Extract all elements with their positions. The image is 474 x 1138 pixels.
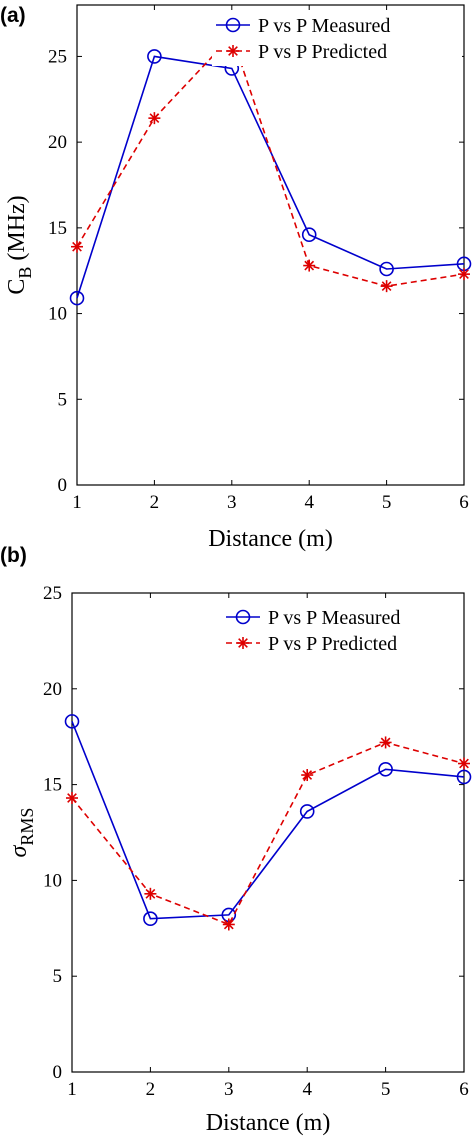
data-point [379, 736, 392, 749]
x-tick-label: 5 [381, 1079, 391, 1100]
series-predicted [66, 736, 470, 931]
series-line [71, 721, 465, 920]
series-line [76, 34, 465, 287]
y-tick-label: 5 [53, 966, 63, 987]
data-point [301, 227, 317, 243]
y-tick-label: 25 [48, 46, 67, 67]
plot-frame [71, 592, 465, 1073]
legend-entry-label: P vs P Measured [268, 607, 400, 629]
data-point [379, 261, 394, 277]
y-axis-label-main: σ [6, 844, 32, 857]
data-point [303, 259, 316, 272]
legend-entry-label: P vs P Measured [258, 15, 390, 37]
y-tick-label: 0 [58, 475, 68, 496]
x-tick-label: 2 [150, 492, 160, 513]
panel-label: (b) [0, 544, 27, 567]
legend: P vs P Measured P vs P Predicted [212, 10, 462, 66]
x-tick-label: 2 [146, 1079, 156, 1100]
y-axis-label-main: C [4, 279, 30, 295]
x-tick-label: 5 [382, 492, 392, 513]
y-axis-label-sub: RMS [17, 808, 37, 846]
x-tick-label: 4 [302, 1079, 312, 1100]
panel-label: (a) [0, 4, 26, 27]
y-tick-label: 0 [53, 1062, 63, 1083]
y-tick-label: 25 [43, 583, 62, 604]
legend-entry-label: P vs P Predicted [268, 633, 397, 655]
legend-box [222, 602, 460, 658]
y-tick-label: 20 [43, 679, 62, 700]
data-point [69, 290, 85, 306]
data-point [378, 761, 393, 777]
data-point [144, 887, 157, 900]
x-tick-label: 1 [72, 492, 82, 513]
y-axis-label: CB (MHz) [4, 195, 35, 294]
y-tick-label: 15 [48, 218, 67, 239]
data-point [148, 112, 161, 125]
data-point [301, 769, 314, 782]
y-tick-label: 10 [48, 304, 67, 325]
data-point [458, 757, 470, 770]
y-axis-label: σRMS [6, 808, 37, 858]
data-point [458, 268, 470, 281]
data-point [71, 240, 83, 253]
data-point [64, 714, 80, 729]
y-axis-label-unit: (MHz) [4, 195, 30, 266]
plot-frame [76, 4, 465, 486]
data-point [147, 49, 162, 64]
x-tick-label: 3 [227, 492, 237, 513]
data-point [66, 792, 78, 805]
x-tick-label: 3 [224, 1079, 234, 1100]
chart-panel-a: (a) 1 2 3 4 5 6 0 5 10 15 20 25 Distance (m) CB (MHz) P… [0, 4, 472, 552]
data-point [143, 911, 158, 927]
x-tick-label: 1 [67, 1079, 77, 1100]
series-line [76, 55, 465, 299]
data-point [222, 918, 235, 931]
legend-marker [227, 45, 239, 57]
series-measured [69, 49, 472, 306]
legend-marker [235, 609, 251, 625]
x-tick-label: 4 [304, 492, 314, 513]
series-measured [64, 714, 472, 927]
data-point [456, 769, 472, 785]
data-point [299, 804, 315, 819]
x-axis-label: Distance (m) [208, 526, 333, 552]
legend-marker [225, 17, 241, 33]
y-axis-label-sub: B [15, 267, 35, 279]
x-tick-label: 6 [459, 492, 469, 513]
legend-entry-label: P vs P Predicted [258, 41, 387, 63]
legend-box [212, 10, 462, 66]
data-point [380, 280, 393, 293]
series-predicted [71, 29, 470, 293]
chart-panel-b: (b) 1 2 3 4 5 6 0 5 10 15 20 25 Distance (m) σRMS P vs … [0, 544, 472, 1136]
y-tick-label: 5 [58, 389, 68, 410]
legend-marker [237, 637, 249, 649]
y-tick-label: 20 [48, 132, 67, 153]
y-tick-label: 15 [43, 775, 62, 796]
legend: P vs P Measured P vs P Predicted [222, 602, 460, 658]
x-axis-label: Distance (m) [206, 1110, 331, 1136]
y-tick-label: 10 [43, 870, 62, 891]
series-line [71, 741, 465, 926]
x-tick-label: 6 [459, 1079, 469, 1100]
